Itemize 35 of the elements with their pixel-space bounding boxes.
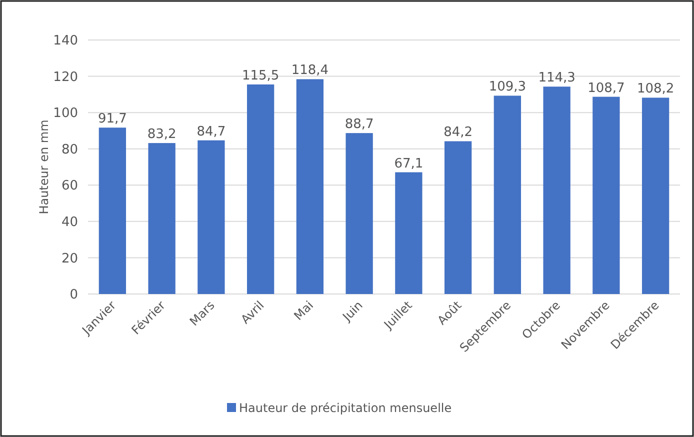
y-axis-title: Hauteur en mm <box>37 120 51 214</box>
bar <box>444 141 472 294</box>
bar <box>494 96 522 294</box>
bar <box>148 143 176 294</box>
bar <box>642 98 670 294</box>
bar <box>198 140 225 294</box>
bar <box>592 96 620 294</box>
bar <box>98 128 126 294</box>
y-tick-label: 60 <box>61 178 78 194</box>
data-label: 108,7 <box>588 80 625 96</box>
data-label: 84,2 <box>444 125 473 140</box>
bar <box>543 86 570 294</box>
data-label: 84,7 <box>196 124 226 140</box>
y-tick-label: 140 <box>53 34 78 49</box>
data-label: 108,2 <box>636 82 674 97</box>
legend-label: Hauteur de précipitation mensuelle <box>239 401 452 416</box>
y-tick-label: 80 <box>61 142 78 158</box>
data-label: 91,7 <box>98 112 127 127</box>
data-label: 118,4 <box>291 63 329 78</box>
x-tick-label: Mai <box>291 298 316 324</box>
bar <box>296 79 324 294</box>
y-tick-label: 120 <box>53 70 78 85</box>
data-label: 115,5 <box>242 68 280 84</box>
data-label: 67,1 <box>394 156 424 172</box>
bar <box>346 133 373 294</box>
data-label: 114,3 <box>538 70 576 86</box>
data-label: 109,3 <box>488 80 526 95</box>
y-tick-label: 20 <box>61 251 78 266</box>
y-tick-label: 40 <box>61 214 78 230</box>
y-tick-label: 100 <box>53 106 78 122</box>
data-label: 83,2 <box>147 127 176 142</box>
bar <box>246 84 274 294</box>
bar <box>395 172 422 294</box>
data-label: 88,7 <box>344 117 374 132</box>
y-tick-label: 0 <box>70 288 78 303</box>
